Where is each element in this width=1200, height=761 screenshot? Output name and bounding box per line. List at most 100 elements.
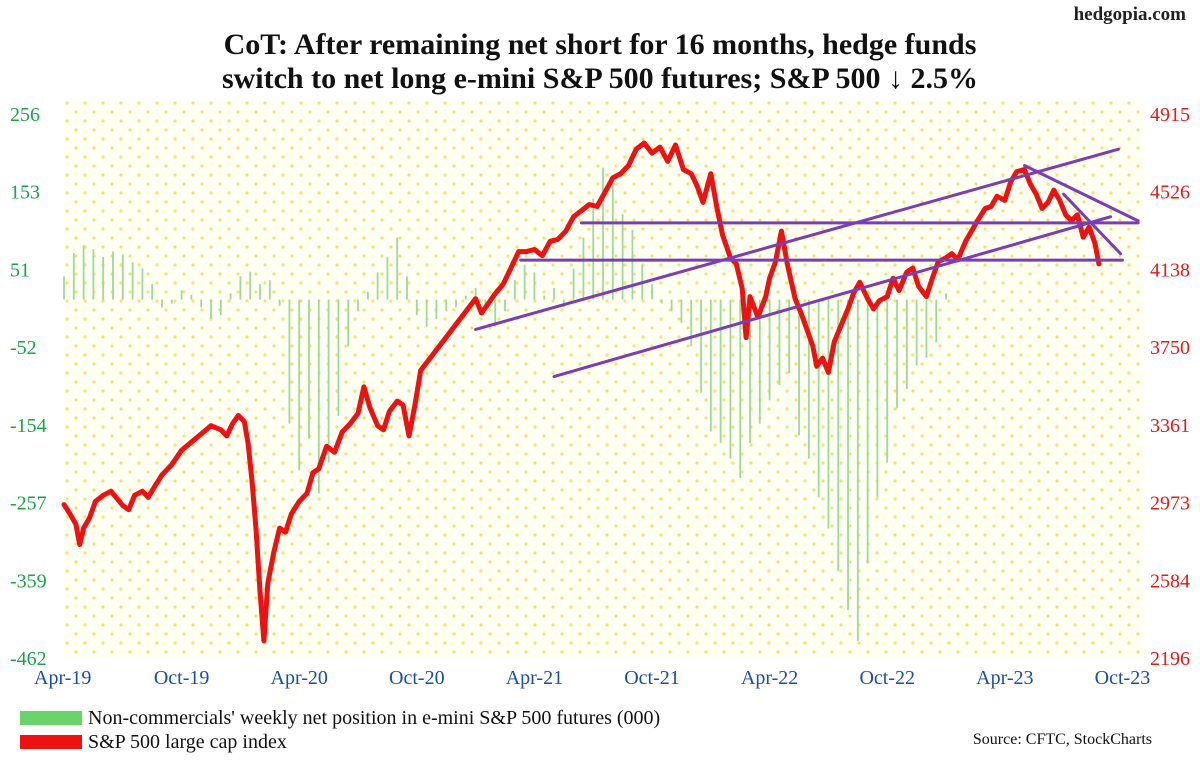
bar-82 xyxy=(866,299,869,564)
x-tick-label-2: Apr-20 xyxy=(271,667,328,689)
bar-76 xyxy=(807,299,810,459)
right-tick-label-3: 3750 xyxy=(1150,337,1190,359)
right-tick-label-5: 2973 xyxy=(1150,493,1190,515)
bar-31 xyxy=(366,291,369,300)
bar-89 xyxy=(935,299,938,343)
left-tick-label-7: -462 xyxy=(10,648,47,670)
right-tick-label-2: 4138 xyxy=(1150,259,1190,281)
bar-66 xyxy=(709,299,712,432)
x-tick-label-9: Oct-23 xyxy=(1095,667,1151,689)
bar-54 xyxy=(592,198,595,300)
bar-16 xyxy=(219,299,222,316)
bar-1 xyxy=(72,253,75,300)
bar-4 xyxy=(102,256,105,300)
right-tick-label-6: 2584 xyxy=(1150,570,1190,592)
x-tick-label-5: Oct-21 xyxy=(624,667,680,689)
bar-36 xyxy=(415,299,418,316)
sp500-line xyxy=(61,140,1102,644)
bar-8 xyxy=(141,268,144,300)
bar-22 xyxy=(278,299,281,306)
bar-57 xyxy=(621,214,624,300)
bar-series xyxy=(63,101,1144,658)
bar-87 xyxy=(915,299,918,366)
legend-swatch-bars xyxy=(20,711,82,725)
site-watermark: hedgopia.com xyxy=(1073,4,1186,25)
right-tick-label-7: 2196 xyxy=(1150,648,1190,670)
bar-50 xyxy=(553,287,555,300)
bar-75 xyxy=(798,299,800,436)
bar-86 xyxy=(905,299,908,389)
x-tick-label-6: Apr-22 xyxy=(741,667,798,689)
bar-11 xyxy=(170,299,173,304)
chart-title: CoT: After remaining net short for 16 mo… xyxy=(0,28,1200,96)
x-tick-label-1: Oct-19 xyxy=(154,667,210,689)
bar-37 xyxy=(425,299,428,327)
line-series xyxy=(61,140,1102,644)
bar-84 xyxy=(886,299,889,463)
bar-26 xyxy=(317,299,320,494)
legend-swatch-line xyxy=(20,735,82,749)
bar-48 xyxy=(533,272,536,300)
bar-40 xyxy=(455,299,457,308)
bar-68 xyxy=(729,299,732,459)
axes: 256 153 51 -52 -154 -257 -359 -462 4915 4526 4138 3… xyxy=(10,104,1190,689)
bar-32 xyxy=(376,272,379,300)
trend-line-1 xyxy=(552,215,1113,379)
bar-53 xyxy=(582,237,585,300)
plot-dot-pattern xyxy=(64,101,1144,658)
x-tick-label-7: Oct-22 xyxy=(859,667,915,689)
bar-80 xyxy=(847,299,849,610)
bar-0 xyxy=(63,276,65,300)
bar-77 xyxy=(817,299,820,498)
x-tick-label-8: Apr-23 xyxy=(976,667,1033,689)
trend-lines xyxy=(474,147,1140,379)
left-tick-label-1: 153 xyxy=(10,182,40,204)
x-tick-label-4: Apr-21 xyxy=(506,667,563,689)
bar-43 xyxy=(484,299,487,306)
chart-title-line-2: switch to net long e-mini S&P 500 future… xyxy=(221,62,979,95)
bar-41 xyxy=(464,295,467,300)
bar-18 xyxy=(239,276,242,300)
bar-27 xyxy=(327,299,330,463)
right-tick-label-1: 4526 xyxy=(1150,182,1190,204)
bar-47 xyxy=(523,264,526,300)
bar-79 xyxy=(837,299,840,572)
bar-34 xyxy=(396,237,399,300)
bar-90 xyxy=(945,293,947,300)
trend-line-5 xyxy=(1062,192,1122,256)
bar-49 xyxy=(543,295,546,300)
bar-70 xyxy=(749,299,751,444)
bar-2 xyxy=(82,245,85,300)
bar-46 xyxy=(513,280,516,300)
x-tick-label-3: Oct-20 xyxy=(389,667,445,689)
legend-item-bars: Non-commercials' weekly net position in … xyxy=(20,706,660,730)
bar-23 xyxy=(288,299,291,424)
bar-78 xyxy=(827,299,830,529)
bar-15 xyxy=(210,299,212,319)
legend-label-bars: Non-commercials' weekly net position in … xyxy=(88,706,661,729)
bar-12 xyxy=(180,290,183,300)
bar-83 xyxy=(876,299,879,498)
bar-33 xyxy=(386,256,389,300)
chart-title-line-1: CoT: After remaining net short for 16 mo… xyxy=(223,28,977,61)
bar-55 xyxy=(602,167,604,300)
bar-67 xyxy=(719,299,722,444)
bar-13 xyxy=(190,294,193,300)
right-tick-label-4: 3361 xyxy=(1150,415,1190,437)
bar-69 xyxy=(739,299,742,479)
bar-28 xyxy=(337,299,340,416)
bar-64 xyxy=(690,299,693,347)
bar-74 xyxy=(788,299,791,374)
bar-58 xyxy=(631,229,634,300)
bar-9 xyxy=(151,284,154,300)
bar-88 xyxy=(925,299,928,358)
bar-62 xyxy=(670,299,673,312)
legend-label-line: S&P 500 large cap index xyxy=(88,730,287,753)
bar-71 xyxy=(758,299,761,424)
bar-38 xyxy=(435,299,438,319)
bar-21 xyxy=(268,280,271,300)
trend-line-0 xyxy=(474,147,1121,331)
bar-29 xyxy=(347,299,350,347)
x-tick-label-0: Apr-19 xyxy=(34,667,91,689)
right-tick-label-0: 4915 xyxy=(1150,104,1190,126)
